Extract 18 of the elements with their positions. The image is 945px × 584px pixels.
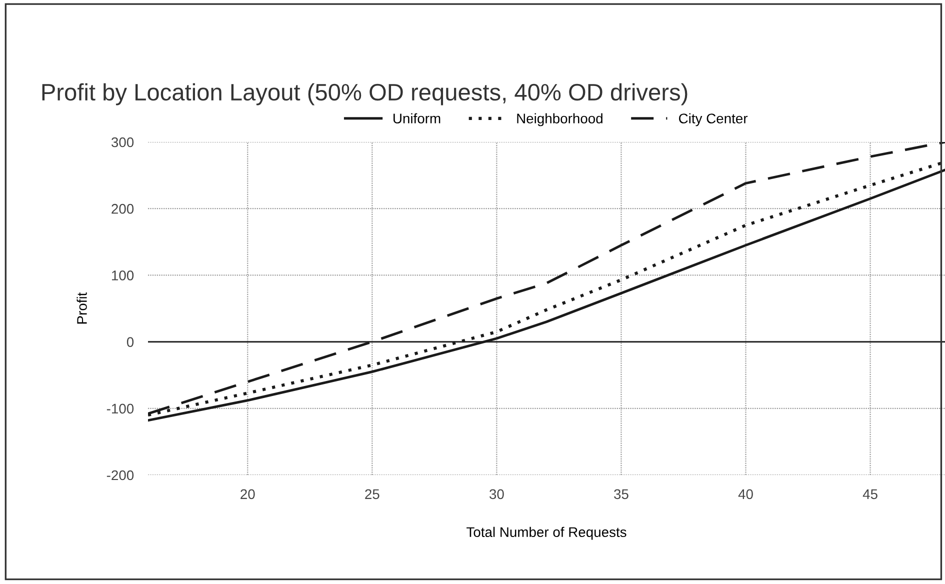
- x-tick-label: 45: [862, 489, 878, 500]
- x-tick-label: 20: [240, 489, 255, 500]
- legend-label: Neighborhood: [517, 113, 602, 126]
- y-tick-label: 100: [112, 270, 134, 280]
- y-tick-label: 300: [111, 137, 134, 148]
- x-tick-label: 25: [365, 489, 380, 500]
- legend-label: Uniform: [394, 113, 440, 124]
- legend-label: City Center: [679, 113, 748, 126]
- x-tick-label: 40: [738, 489, 753, 500]
- y-tick-label: -100: [106, 404, 134, 414]
- y-tick-label: -200: [106, 470, 134, 480]
- y-tick-label: 0: [126, 337, 134, 347]
- x-tick-label: 35: [614, 489, 628, 500]
- x-tick-label: 30: [489, 489, 504, 500]
- x-axis-title: Total Number of Requests: [466, 526, 626, 540]
- chart-title: Profit by Location Layout (50% OD requests, 40% OD drivers): [42, 83, 688, 106]
- y-tick-label: 200: [112, 204, 134, 214]
- y-axis-title: Profit: [76, 292, 87, 324]
